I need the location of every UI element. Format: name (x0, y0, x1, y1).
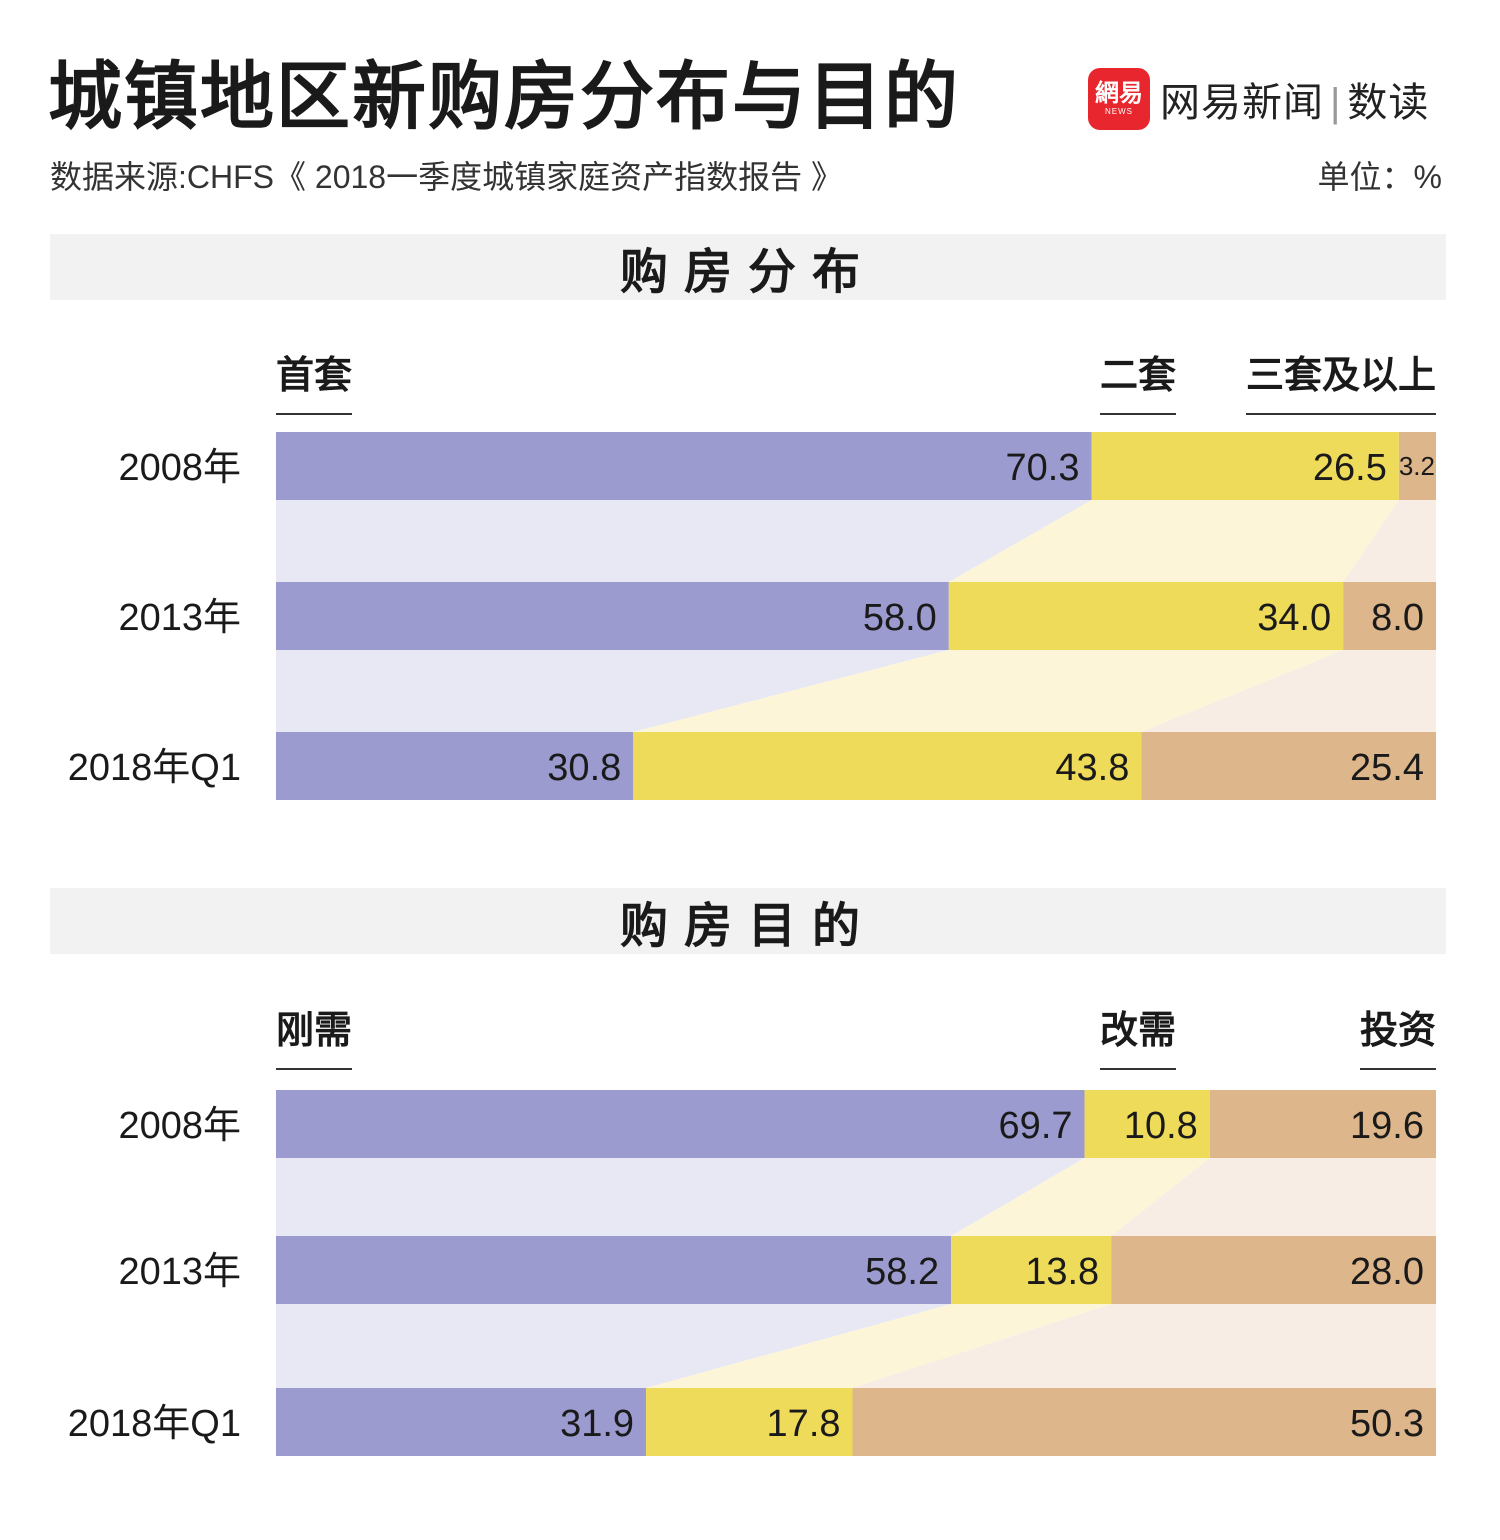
logo-sub: 数读 (1347, 81, 1430, 125)
connector-band (276, 500, 1092, 582)
value-label: 26.5 (1313, 447, 1387, 489)
section-title-purpose: 购房目的 (50, 888, 1446, 954)
legend-label: 三套及以上 (1246, 355, 1436, 397)
value-label: 25.4 (1350, 747, 1424, 789)
bar-segment (1398, 432, 1436, 500)
connector-band (951, 1158, 1210, 1236)
bar-segment (276, 1236, 952, 1304)
value-label: 13.8 (1025, 1251, 1099, 1293)
bar-segment (1343, 582, 1436, 650)
value-label: 58.2 (865, 1251, 939, 1293)
unit-note: 单位：% (1317, 159, 1442, 195)
logo-badge-subtext: NEWS (1105, 107, 1133, 116)
connector-band (1111, 1158, 1436, 1236)
bar-segment (276, 432, 1092, 500)
connector-band (276, 1158, 1085, 1236)
row-label: 2008年 (118, 1105, 241, 1147)
value-label: 31.9 (560, 1403, 634, 1445)
value-label: 30.8 (547, 747, 621, 789)
data-source-note: 数据来源:CHFS《 2018一季度城镇家庭资产指数报告 》 (50, 159, 843, 195)
row-label: 2013年 (118, 597, 241, 639)
value-label: 3.2 (1399, 451, 1435, 481)
bar-segment (633, 732, 1142, 800)
bar-segment (852, 1388, 1436, 1456)
logo-separator: | (1330, 81, 1342, 125)
value-label: 17.8 (767, 1403, 841, 1445)
value-label: 69.7 (999, 1105, 1073, 1147)
connector-band (852, 1304, 1436, 1388)
connector-band (1141, 650, 1436, 732)
bar-segment (1091, 432, 1399, 500)
legend-label: 二套 (1100, 355, 1176, 397)
value-label: 58.0 (863, 597, 937, 639)
bar-segment (1084, 1090, 1210, 1158)
legend-label: 刚需 (276, 1010, 352, 1052)
value-label: 34.0 (1257, 597, 1331, 639)
connector-band (646, 1304, 1112, 1388)
bar-segment (276, 582, 949, 650)
value-label: 50.3 (1350, 1403, 1424, 1445)
bar-segment (276, 1090, 1085, 1158)
value-label: 43.8 (1055, 747, 1129, 789)
legend-label: 改需 (1100, 1010, 1176, 1052)
connector-band (1343, 500, 1436, 582)
value-label: 28.0 (1350, 1251, 1424, 1293)
section-title-distribution: 购房分布 (50, 234, 1446, 300)
connector-band (276, 1304, 952, 1388)
brand-logo: 網易 NEWS 网易新闻 | 数读 (1088, 68, 1429, 130)
legend-label: 投资 (1360, 1010, 1436, 1052)
connector-band (276, 650, 949, 732)
value-label: 70.3 (1006, 447, 1080, 489)
bar-segment (1141, 732, 1436, 800)
bar-segment (1111, 1236, 1436, 1304)
connector-band (633, 650, 1344, 732)
logo-badge-text: 網易 (1095, 80, 1143, 107)
logo-name: 网易新闻 (1160, 81, 1324, 125)
value-label: 10.8 (1124, 1105, 1198, 1147)
value-label: 8.0 (1371, 597, 1424, 639)
row-label: 2008年 (118, 447, 241, 489)
value-label: 19.6 (1350, 1105, 1424, 1147)
connector-band (948, 500, 1399, 582)
bar-segment (276, 1388, 647, 1456)
bar-segment (646, 1388, 853, 1456)
legend-label: 首套 (276, 355, 352, 397)
bar-segment (1209, 1090, 1436, 1158)
netease-badge-icon: 網易 NEWS (1088, 68, 1150, 130)
bar-segment (276, 732, 634, 800)
bar-segment (951, 1236, 1112, 1304)
row-label: 2013年 (118, 1251, 241, 1293)
row-label: 2018年Q1 (68, 1403, 241, 1445)
page-title: 城镇地区新购房分布与目的 (48, 55, 960, 138)
logo-text: 网易新闻 | 数读 (1160, 70, 1429, 128)
bar-segment (948, 582, 1344, 650)
row-label: 2018年Q1 (68, 747, 241, 789)
